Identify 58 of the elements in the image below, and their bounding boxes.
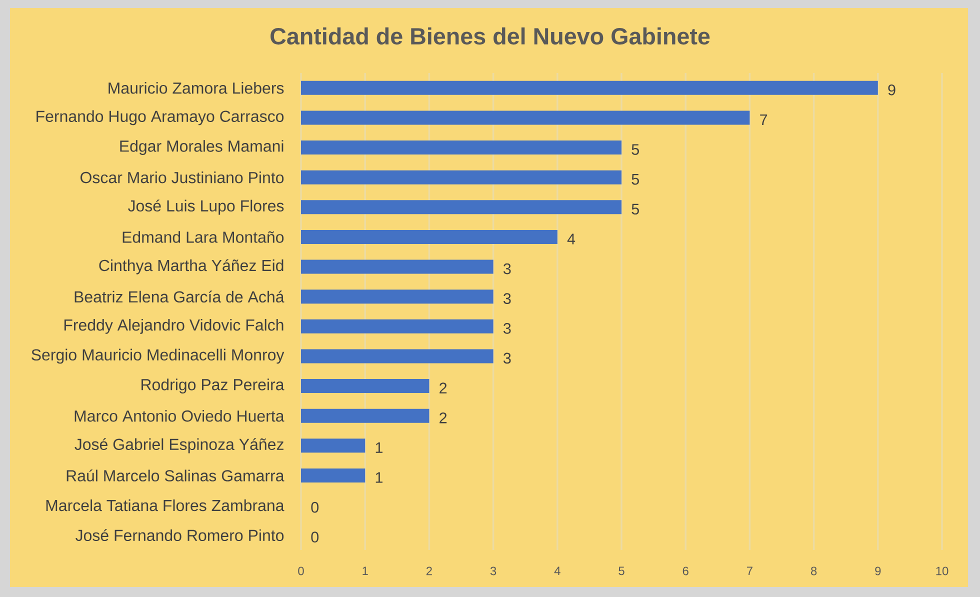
data-label: 3	[503, 263, 511, 274]
y-tick-label: Oscar Mario Justiniano Pinto	[80, 171, 284, 184]
x-tick-label: 9	[875, 566, 881, 576]
bar	[301, 349, 494, 364]
y-tick-label: José Luis Lupo Flores	[128, 200, 284, 215]
y-tick-label: Beatriz Elena García de Achá	[74, 290, 284, 303]
y-tick-label: Raúl Marcelo Salinas Gamarra	[66, 470, 284, 482]
y-tick-label: José Fernando Romero Pinto	[76, 529, 284, 542]
bar	[301, 230, 558, 244]
bar	[301, 80, 878, 95]
bar	[301, 468, 366, 482]
bar	[301, 319, 494, 334]
bar	[301, 438, 366, 453]
data-label: 2	[440, 412, 447, 424]
bar	[301, 290, 494, 304]
data-label: 1	[376, 442, 382, 453]
y-tick-label: José Gabriel Espinoza Yáñez	[74, 438, 284, 454]
bar	[301, 260, 494, 274]
x-tick-label: 6	[682, 566, 688, 576]
y-tick-label: Fernando Hugo Aramayo Carrasco	[36, 110, 284, 126]
y-tick-label: Mauricio Zamora Liebers	[108, 82, 284, 94]
y-tick-label: Sergio Mauricio Medinacelli Monroy	[32, 348, 284, 364]
bar	[301, 408, 430, 423]
data-label: 5	[632, 144, 639, 155]
bar	[301, 200, 622, 214]
x-tick-label: 2	[426, 566, 432, 576]
y-tick-label: Cinthya Martha Yáñez Eid	[99, 259, 284, 274]
x-tick-label: 10	[936, 566, 948, 576]
bar	[301, 140, 622, 155]
data-label: 9	[888, 84, 896, 96]
data-label: 5	[632, 204, 639, 215]
data-label: 3	[503, 322, 511, 334]
data-label: 2	[440, 382, 447, 394]
bar	[301, 110, 750, 125]
x-tick-label: 7	[746, 566, 752, 575]
x-tick-label: 4	[554, 566, 560, 575]
x-tick-label: 1	[362, 566, 368, 575]
data-label: 3	[503, 352, 511, 364]
data-label: 1	[376, 472, 382, 483]
data-label: 3	[503, 293, 511, 304]
data-label: 0	[311, 502, 319, 513]
y-tick-label: Edmand Lara Montaño	[122, 231, 284, 243]
x-tick-label: 8	[810, 566, 817, 576]
bar	[301, 170, 622, 184]
x-tick-label: 3	[490, 566, 496, 576]
x-tick-label: 5	[618, 566, 624, 576]
y-tick-label: Rodrigo Paz Pereira	[142, 378, 284, 394]
bar	[301, 379, 430, 394]
y-tick-label: Edgar Morales Mamani	[120, 140, 284, 155]
y-tick-label: Marcela Tatiana Flores Zambrana	[46, 499, 284, 512]
data-label: 0	[311, 532, 319, 543]
data-label: 4	[567, 234, 576, 244]
y-tick-label: Freddy Alejandro Vidovic Falch	[64, 318, 284, 334]
x-tick-label: 0	[298, 566, 304, 576]
y-tick-label: Marco Antonio Oviedo Huerta	[74, 410, 284, 422]
chart-title: Cantidad de Bienes del Nuevo Gabinete	[270, 27, 710, 45]
data-label: 7	[760, 114, 768, 125]
data-label: 5	[632, 174, 639, 185]
